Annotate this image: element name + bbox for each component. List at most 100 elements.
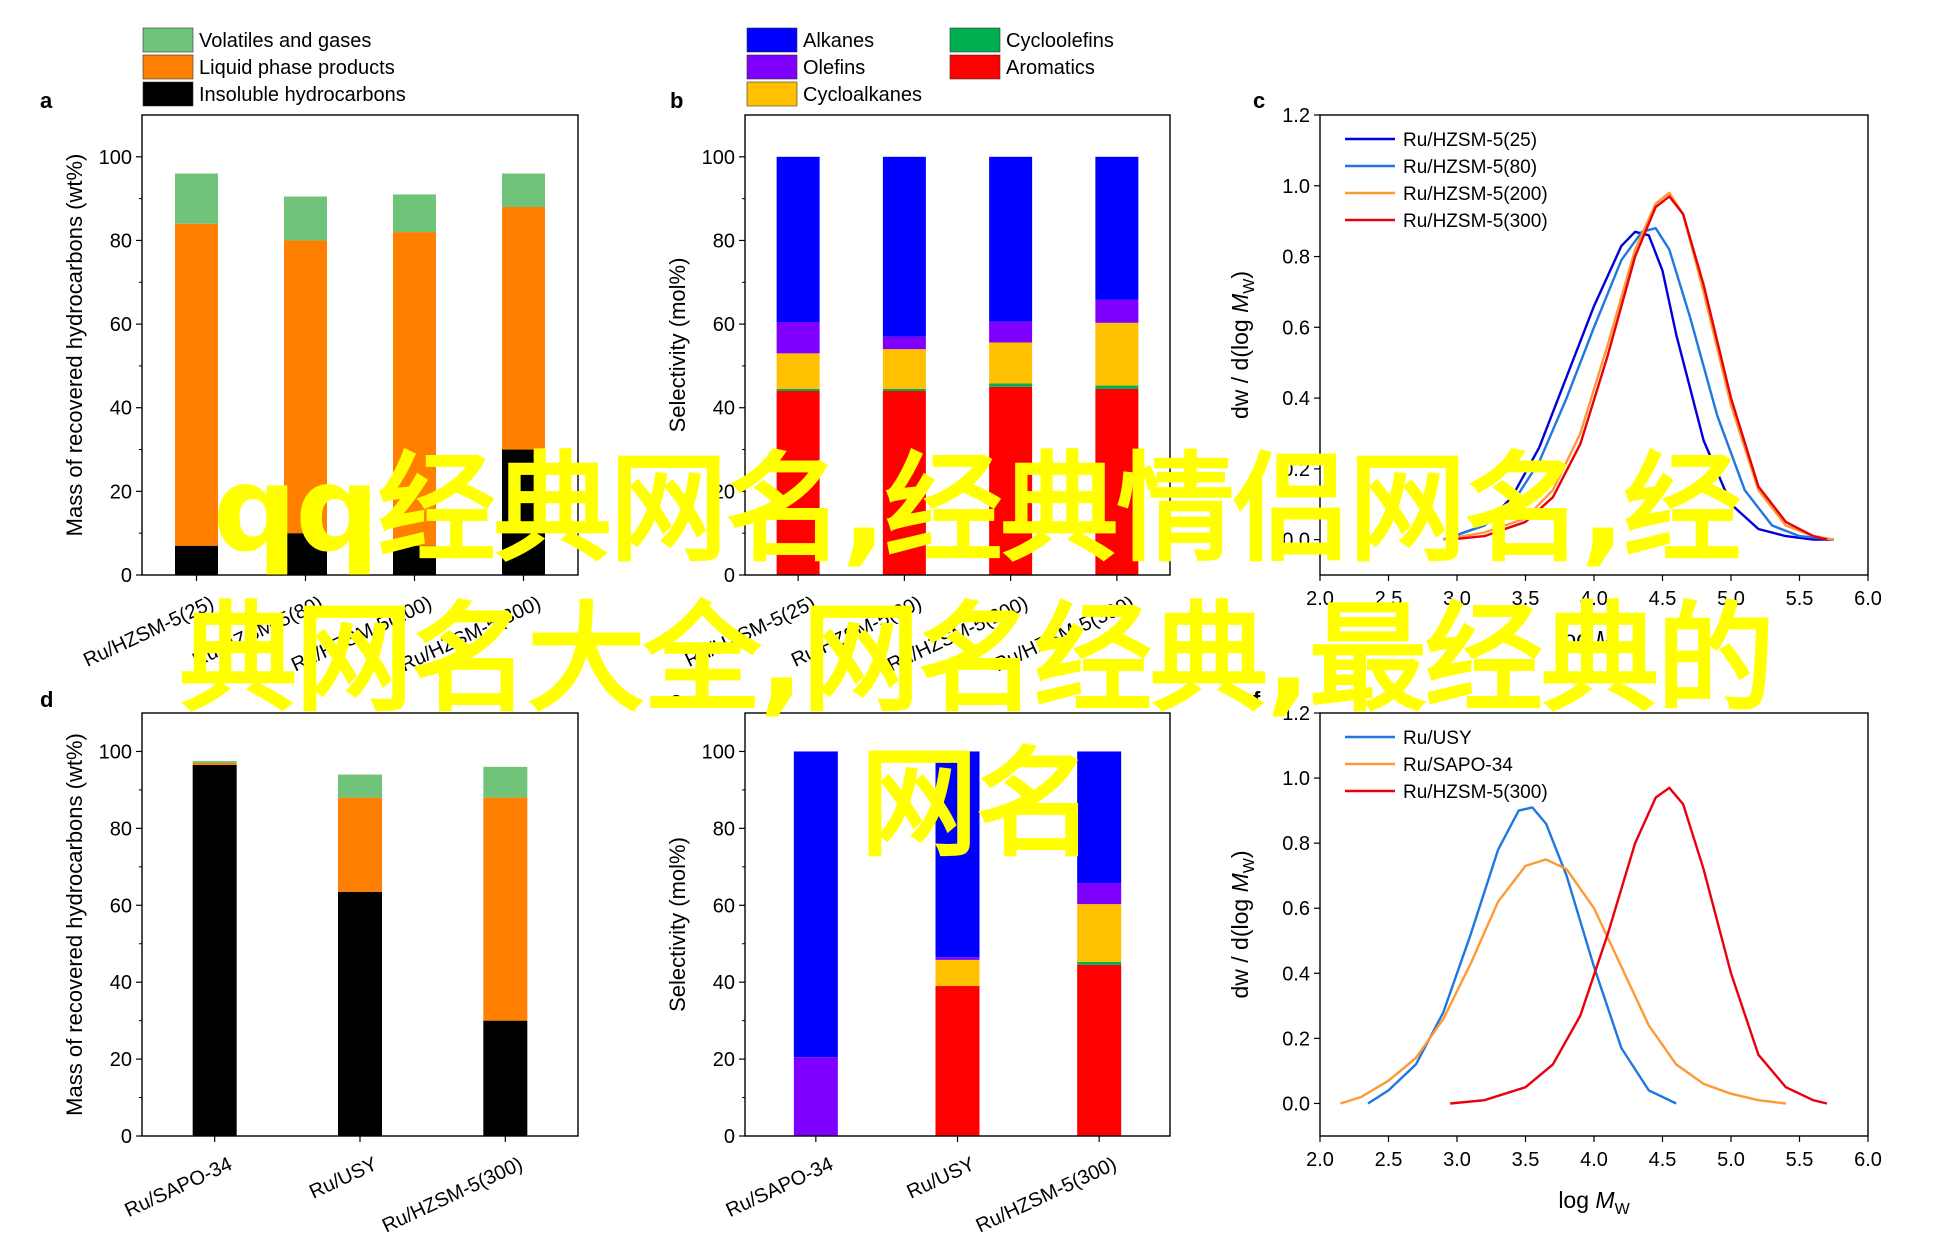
x-tick-label: 6.0 — [1854, 588, 1882, 610]
legend-a-swatch — [142, 27, 194, 53]
y-tick-label: 1.0 — [1282, 768, 1310, 790]
series-line-line_200 — [1443, 191, 1835, 541]
y-tick-label: 1.2 — [1282, 105, 1310, 127]
bar-a-3-insoluble — [502, 449, 545, 575]
bar-e-1-alkanes — [935, 751, 980, 958]
plot-frame — [1319, 712, 1869, 1137]
legend-a-swatch — [142, 54, 194, 80]
legend-a-label: Volatiles and gases — [199, 30, 371, 52]
y-tick-label: 0.8 — [1282, 247, 1310, 269]
x-tick-label: 3.5 — [1512, 588, 1540, 610]
x-tick-label: 4.5 — [1649, 1149, 1677, 1171]
y-tick-label: 0.8 — [1282, 833, 1310, 855]
bar-a-2-insoluble — [393, 545, 436, 575]
bar-b-1-alkanes — [882, 156, 926, 337]
y-tick-label: 0.6 — [1282, 317, 1310, 339]
y-tick-label: 100 — [99, 741, 132, 763]
bar-e-0-olefins — [793, 1057, 838, 1136]
plot-frame — [141, 712, 579, 1137]
x-tick-label: Ru/SAPO-34 — [723, 1153, 837, 1222]
bar-b-2-olefins — [989, 321, 1033, 343]
y-tick-label: 40 — [713, 972, 735, 994]
bar-a-3-liquid — [502, 207, 545, 450]
legend-b-swatch — [746, 54, 798, 80]
bar-b-1-cycloalkanes — [882, 349, 926, 389]
y-tick-label: 80 — [110, 230, 132, 252]
x-tick-label: 5.5 — [1786, 1149, 1814, 1171]
bar-e-2-cycloolefins — [1077, 961, 1122, 965]
y-tick-label: 0.6 — [1282, 898, 1310, 920]
x-tick-label: 2.0 — [1306, 1149, 1334, 1171]
bar-a-2-liquid — [393, 232, 436, 546]
legend-label: Ru/HZSM-5(300) — [1403, 782, 1548, 803]
bar-e-1-cycloalkanes — [935, 959, 980, 987]
bar-b-0-olefins — [776, 322, 820, 354]
legend-label: Ru/HZSM-5(25) — [1403, 130, 1537, 151]
bar-b-1-olefins — [882, 336, 926, 350]
legend-b-label: Alkanes — [803, 30, 874, 52]
bar-d-0-liquid — [192, 762, 237, 765]
bar-d-1-liquid — [338, 797, 382, 892]
panel-label: b — [670, 88, 683, 113]
bar-e-2-alkanes — [1077, 751, 1122, 883]
panel-label: c — [1253, 88, 1265, 113]
bar-a-1-liquid — [284, 240, 327, 534]
y-axis-label: Mass of recovered hydrocarbons (wt%) — [62, 154, 87, 537]
y-axis-label: Selectivity (mol%) — [665, 258, 690, 433]
panel-label: a — [40, 88, 53, 113]
bar-d-1-volatiles — [338, 774, 382, 798]
panel-label: e — [670, 687, 682, 712]
bar-b-2-aromatics — [989, 386, 1033, 575]
legend-label: Ru/USY — [1403, 728, 1472, 749]
y-tick-label: 100 — [99, 147, 132, 169]
y-tick-label: 20 — [713, 1049, 735, 1071]
x-tick-label: 5.0 — [1717, 1149, 1745, 1171]
x-tick-label: 6.0 — [1854, 1149, 1882, 1171]
bar-a-1-volatiles — [284, 196, 327, 241]
legend-b-swatch — [949, 27, 1001, 53]
y-tick-label: 0.2 — [1282, 1028, 1310, 1050]
bar-b-2-alkanes — [989, 156, 1033, 322]
x-tick-label: 5.0 — [1717, 588, 1745, 610]
legend-b-swatch — [746, 27, 798, 53]
plot-frame — [141, 114, 579, 576]
bar-b-3-cycloolefins — [1095, 385, 1139, 389]
y-tick-label: 60 — [110, 314, 132, 336]
x-axis-label: log MW — [1558, 1187, 1630, 1218]
legend-b-label: Olefins — [803, 57, 865, 79]
y-tick-label: 0.4 — [1282, 963, 1310, 985]
y-tick-label: 0.4 — [1282, 388, 1310, 410]
bar-e-2-cycloalkanes — [1077, 904, 1122, 962]
y-tick-label: 0.0 — [1282, 1093, 1310, 1115]
panel-label: f — [1253, 687, 1261, 712]
bar-b-0-alkanes — [776, 156, 820, 322]
plot-frame — [744, 712, 1171, 1137]
x-tick-label: 3.5 — [1512, 1149, 1540, 1171]
bar-b-1-cycloolefins — [882, 388, 926, 391]
bar-a-3-volatiles — [502, 173, 545, 207]
x-axis-label: log MW — [1558, 626, 1630, 657]
y-tick-label: 20 — [110, 1049, 132, 1071]
bar-d-2-liquid — [483, 797, 528, 1021]
x-tick-label: 4.0 — [1580, 588, 1608, 610]
y-tick-label: 80 — [713, 818, 735, 840]
plot-frame — [744, 114, 1171, 576]
series-line-line_80 — [1442, 227, 1834, 541]
x-tick-label: 5.5 — [1786, 588, 1814, 610]
bar-d-0-insoluble — [192, 764, 237, 1136]
y-tick-label: 0 — [121, 565, 132, 587]
legend-label: Ru/HZSM-5(200) — [1403, 184, 1548, 205]
y-tick-label: 60 — [713, 895, 735, 917]
y-axis-label: dw / d(log MW) — [1227, 850, 1258, 998]
bar-e-2-aromatics — [1077, 964, 1122, 1136]
bar-b-1-aromatics — [882, 391, 926, 575]
legend-b-label: Aromatics — [1006, 57, 1095, 79]
legend-b-swatch — [746, 81, 798, 107]
series-line-line_300 — [1450, 195, 1828, 541]
bar-b-3-cycloalkanes — [1095, 322, 1139, 386]
bar-d-1-insoluble — [338, 891, 382, 1136]
legend-a-swatch — [142, 81, 194, 107]
y-tick-label: 1.0 — [1282, 176, 1310, 198]
chart-panel-c: 2.0 2.5 3.0 3.5 4.0 4.5 5.0 5.5 6.0 0.0 0.2 0.4 0.6 0… — [1227, 88, 1882, 657]
